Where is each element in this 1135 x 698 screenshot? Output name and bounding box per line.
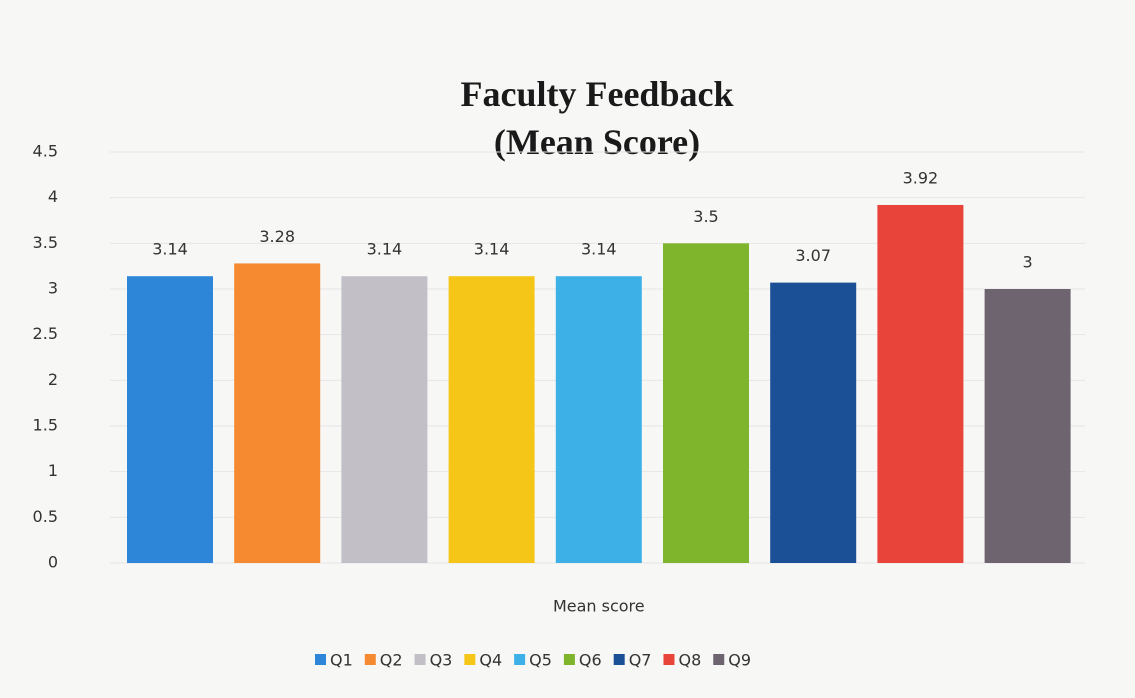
data-label: 3.14 bbox=[367, 240, 403, 259]
legend-label: Q5 bbox=[529, 651, 552, 670]
bar bbox=[877, 204, 964, 563]
legend-label: Q9 bbox=[728, 651, 751, 670]
bar bbox=[770, 282, 857, 563]
y-tick-label: 4 bbox=[48, 187, 58, 206]
legend-label: Q3 bbox=[430, 651, 453, 670]
y-tick-label: 0.5 bbox=[33, 507, 58, 526]
y-tick-label: 3 bbox=[48, 279, 58, 298]
legend-swatch bbox=[663, 654, 675, 665]
legend-swatch bbox=[713, 654, 725, 665]
y-tick-label: 4.5 bbox=[33, 142, 58, 161]
legend-label: Q7 bbox=[629, 651, 652, 670]
legend-label: Q4 bbox=[479, 651, 502, 670]
legend-label: Q1 bbox=[330, 651, 353, 670]
data-label: 3.14 bbox=[152, 240, 188, 259]
data-label: 3.28 bbox=[259, 227, 295, 246]
legend-swatch bbox=[563, 654, 575, 665]
bar bbox=[341, 276, 428, 563]
bar bbox=[555, 276, 642, 563]
legend-swatch bbox=[364, 654, 376, 665]
y-tick-label: 1 bbox=[48, 461, 58, 480]
data-label: 3 bbox=[1023, 253, 1033, 272]
data-label: 3.14 bbox=[581, 240, 617, 259]
bar bbox=[127, 276, 213, 563]
legend-swatch bbox=[315, 654, 326, 665]
bar bbox=[448, 276, 535, 563]
y-tick-label: 0 bbox=[48, 553, 58, 572]
data-label: 3.14 bbox=[474, 240, 510, 259]
y-tick-label: 2 bbox=[48, 370, 58, 389]
chart-title: Faculty Feedback (Mean Score) bbox=[460, 74, 734, 162]
bar bbox=[984, 289, 1071, 563]
legend-label: Q6 bbox=[579, 651, 602, 670]
y-tick-label: 2.5 bbox=[33, 324, 58, 343]
y-tick-label: 3.5 bbox=[33, 233, 58, 252]
legend-label: Q2 bbox=[380, 651, 403, 670]
legend-swatch bbox=[464, 654, 476, 665]
data-label: 3.07 bbox=[795, 246, 831, 265]
legend-swatch bbox=[613, 654, 625, 665]
data-label: 3.92 bbox=[903, 168, 939, 187]
x-axis-category: Mean score bbox=[553, 597, 645, 616]
data-label: 3.5 bbox=[693, 207, 718, 226]
legend-swatch bbox=[514, 654, 526, 665]
legend-swatch bbox=[414, 654, 426, 665]
y-tick-label: 1.5 bbox=[33, 416, 58, 435]
bar bbox=[234, 263, 321, 563]
legend-label: Q8 bbox=[678, 651, 701, 670]
bar bbox=[663, 243, 749, 564]
